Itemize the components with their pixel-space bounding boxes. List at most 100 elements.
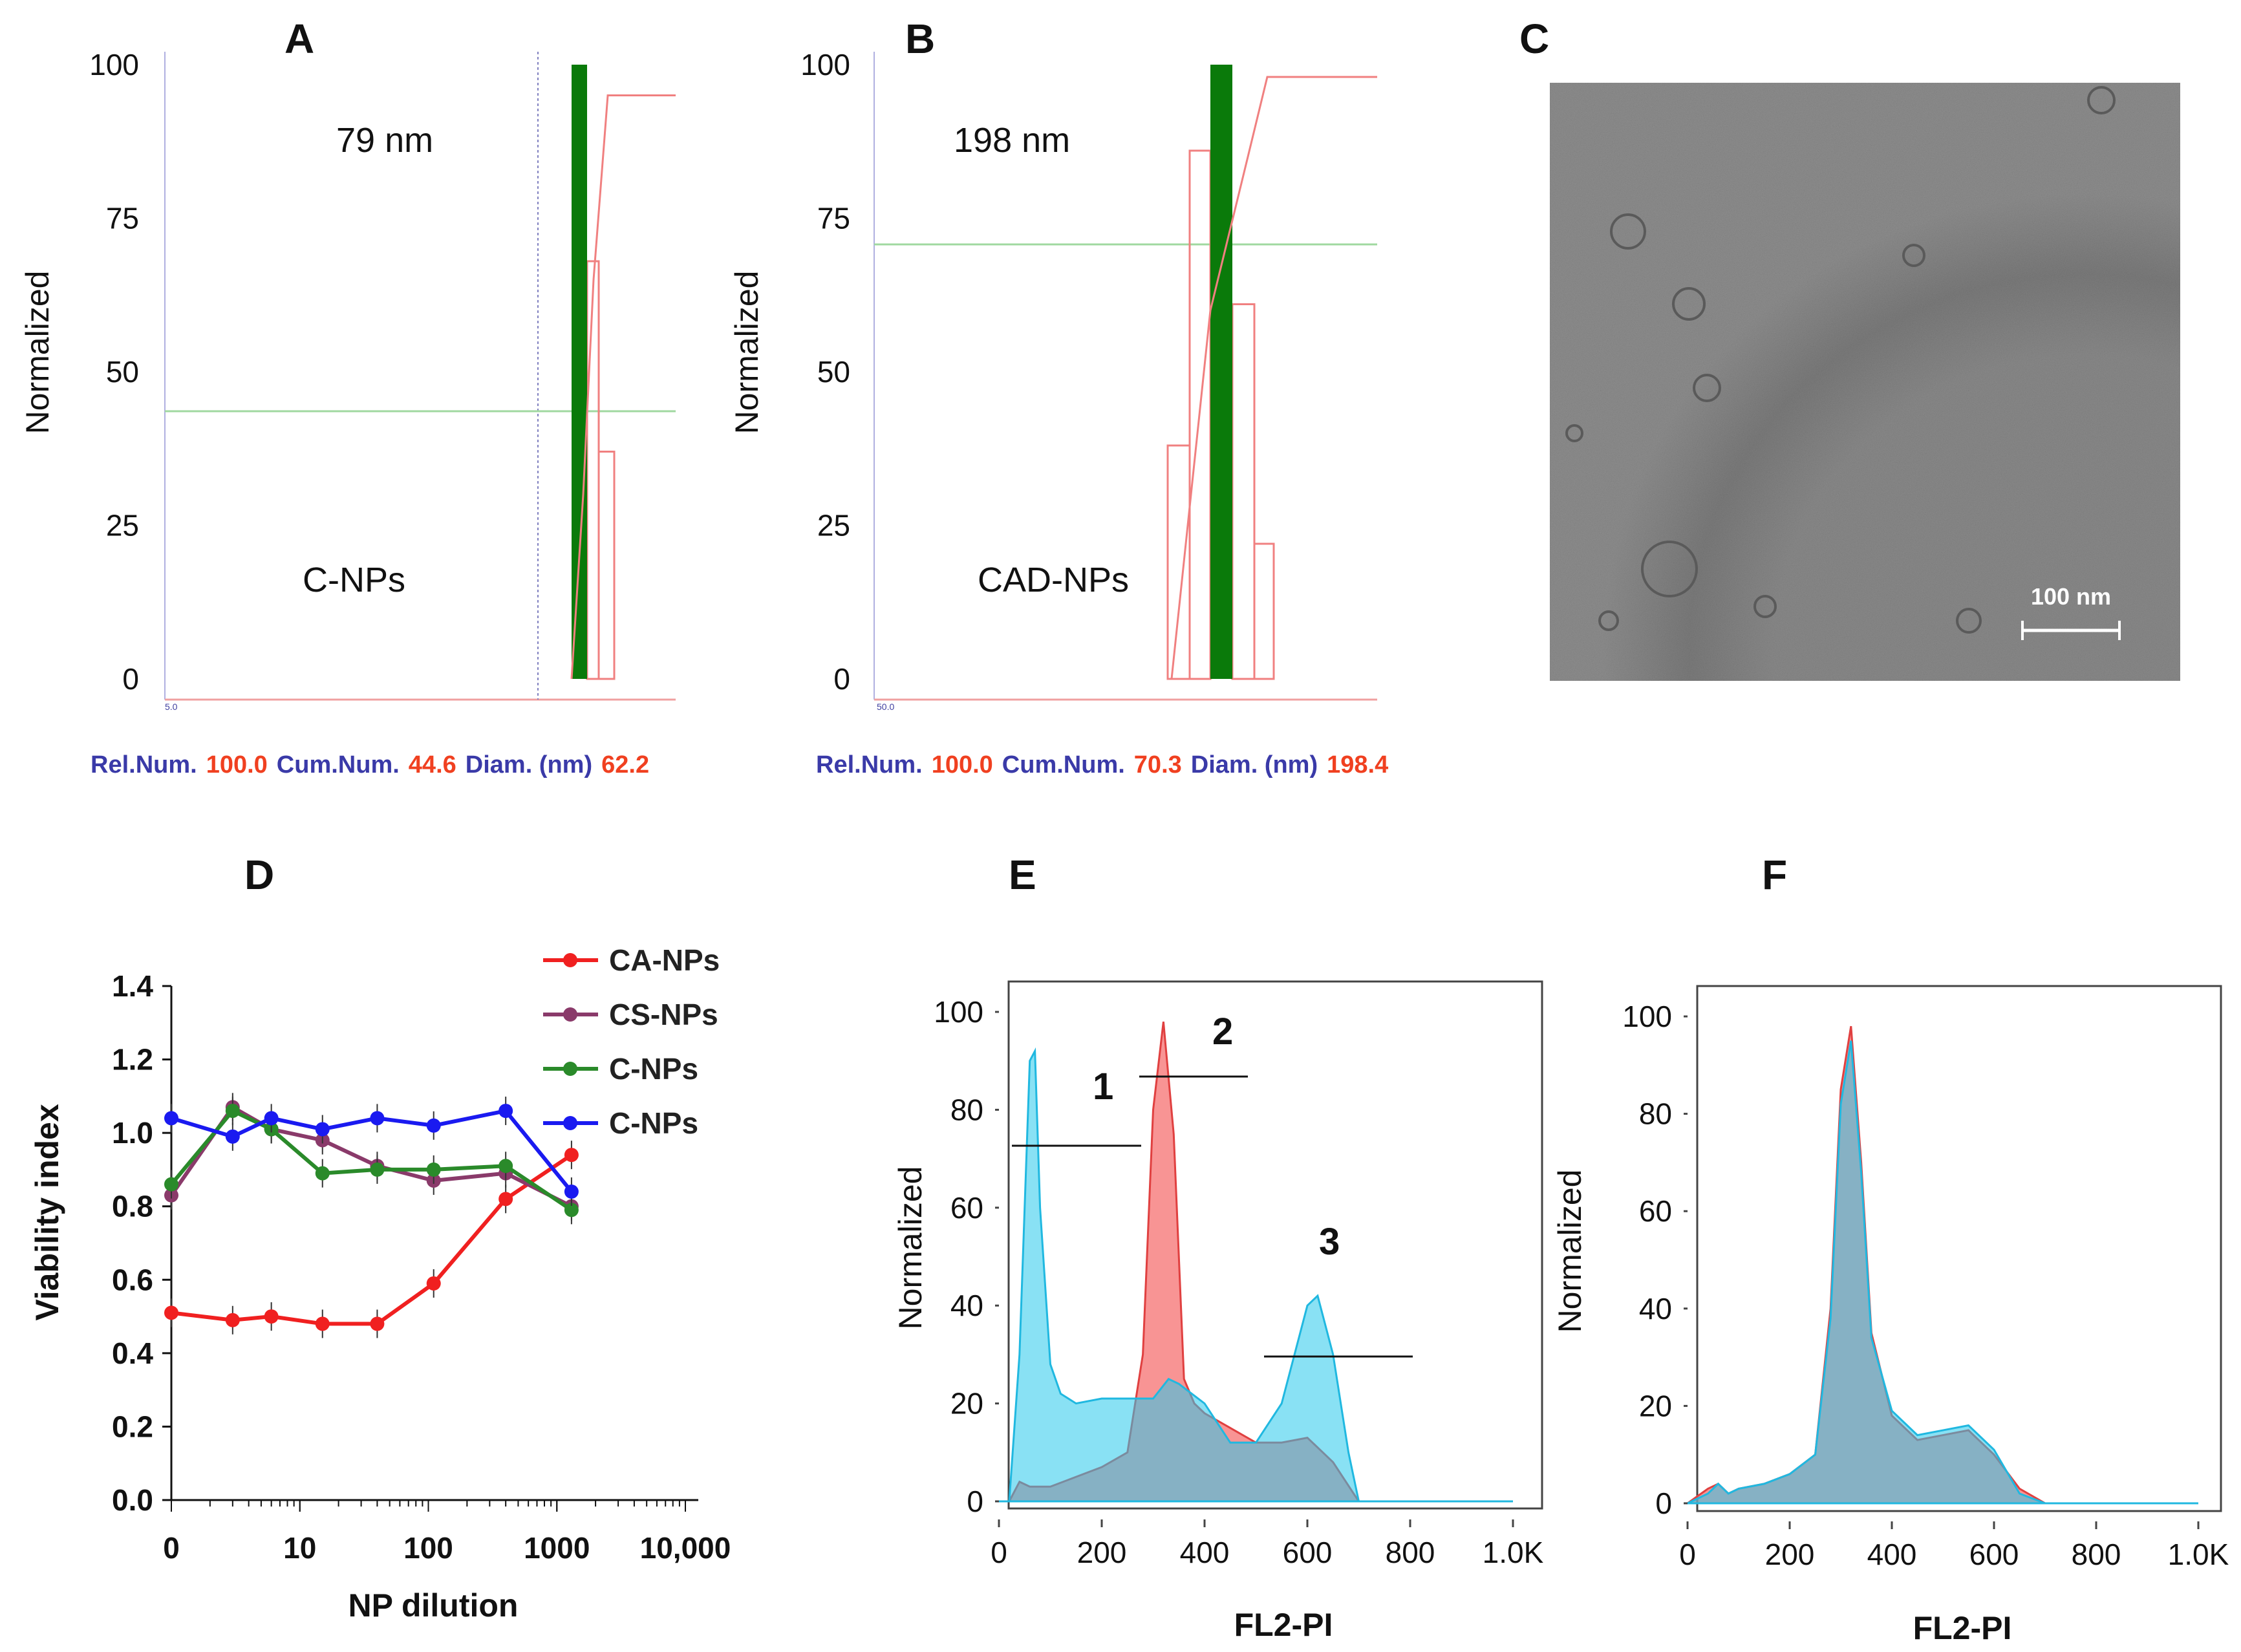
d-point [264, 1111, 279, 1126]
d-series-line-3 [171, 1108, 574, 1193]
a-side-bar [597, 451, 616, 680]
e-xtick-label: 600 [1283, 1536, 1333, 1569]
d-point [264, 1309, 279, 1324]
panel-a-axis-min: 5.0 [165, 702, 178, 712]
d-ytick-label: 0.4 [112, 1336, 153, 1370]
panel-b-cumulative-curve [1170, 76, 1377, 680]
d-ytick-label: 1.0 [112, 1116, 153, 1150]
f-ytick-label: 60 [1639, 1194, 1672, 1228]
b-side-bar [1253, 542, 1275, 680]
d-point [315, 1316, 330, 1331]
panel-b-annotation: 198 nm [954, 121, 1070, 160]
a-side-bar [586, 260, 600, 680]
d-xtick-label: 10 [283, 1531, 316, 1565]
d-point [499, 1104, 513, 1119]
panel-a-cumulative-curve [570, 94, 676, 680]
b-side-bar [1166, 444, 1191, 680]
f-ytick-label: 80 [1639, 1097, 1672, 1131]
d-xtick-label: 1000 [524, 1531, 590, 1565]
panel-d-ylabel: Viability index [29, 1104, 65, 1320]
d-series-line-2 [169, 1108, 573, 1212]
tem-micrograph [1550, 83, 2180, 681]
tem-particles [1565, 86, 2116, 634]
d-point [426, 1118, 441, 1133]
d-xtick-label: 0 [163, 1531, 180, 1565]
b-ytick-75: 75 [817, 202, 850, 235]
e-xtick-label: 200 [1077, 1536, 1127, 1569]
d-legend-label: C-NPs [609, 1106, 698, 1140]
d-ytick-label: 0.8 [112, 1190, 153, 1223]
f-xtick-label: 200 [1765, 1538, 1815, 1571]
a-ytick-100: 100 [89, 48, 139, 81]
d-point [315, 1166, 330, 1181]
panel-f-plot [1684, 1025, 2198, 1505]
e-ytick-label: 60 [950, 1191, 983, 1225]
f-xtick-label: 0 [1679, 1538, 1696, 1571]
f-ytick-label: 20 [1639, 1389, 1672, 1422]
d-point [164, 1177, 178, 1192]
panel-f-ylabel: Normalized [1552, 1170, 1588, 1333]
panel-c: C [1519, 16, 2180, 681]
e-xtick-label: 800 [1386, 1536, 1435, 1569]
d-ytick-label: 1.2 [112, 1043, 153, 1077]
d-series-line-0 [171, 1153, 573, 1326]
d-point [564, 1185, 579, 1199]
scale-bar-label: 100 nm [2031, 583, 2111, 610]
d-point [499, 1159, 513, 1174]
panel-letter-e: E [1009, 852, 1036, 898]
e-ytick-label: 80 [950, 1093, 983, 1126]
d-point [370, 1162, 385, 1177]
panel-a-yticks: 100 75 50 25 0 [89, 48, 139, 696]
e-ytick-label: 100 [934, 995, 983, 1029]
d-ytick-label: 0.2 [112, 1410, 153, 1443]
d-legend-label: C-NPs [609, 1052, 698, 1086]
b-ytick-100: 100 [800, 48, 850, 81]
panel-a-annotation: 79 nm [336, 121, 433, 160]
b-ytick-50: 50 [817, 355, 850, 389]
d-point [564, 1203, 579, 1218]
panel-d-legend: CA-NPs CS-NPs C-NPs C-NPs [543, 943, 720, 1140]
f-xtick-label: 600 [1969, 1538, 2019, 1571]
d-legend-marker [563, 1062, 577, 1076]
f-ytick-label: 0 [1655, 1486, 1672, 1520]
d-point [225, 1313, 240, 1327]
d-point [426, 1276, 441, 1291]
panel-b-sample-label: CAD-NPs [978, 561, 1129, 599]
panel-a-sample-label: C-NPs [303, 561, 405, 599]
a-ytick-75: 75 [106, 202, 139, 235]
e-xtick-label: 0 [991, 1536, 1007, 1569]
d-point [315, 1122, 330, 1137]
e-xtick-label: 400 [1180, 1536, 1230, 1569]
f-hist-cyan [1687, 1040, 2046, 1505]
panel-d-xlabel: NP dilution [348, 1587, 519, 1624]
d-ytick-label: 0.0 [112, 1483, 153, 1517]
panel-letter-a: A [284, 16, 314, 62]
d-point [370, 1111, 385, 1126]
e-ytick-label: 20 [950, 1387, 983, 1421]
panel-f-xlabel: FL2-PI [1913, 1610, 2012, 1646]
gate-label-3: 3 [1319, 1221, 1340, 1263]
d-ytick-label: 1.4 [112, 969, 153, 1003]
d-ytick-label: 0.6 [112, 1263, 153, 1296]
panel-b-ylabel: Normalized [729, 271, 765, 434]
gate-label-1: 1 [1093, 1066, 1113, 1108]
d-point [564, 1148, 579, 1163]
e-ytick-label: 0 [967, 1485, 983, 1518]
b-ytick-25: 25 [817, 509, 850, 542]
b-side-bar [1231, 303, 1256, 680]
e-xtick-label: 1.0K [1483, 1536, 1544, 1569]
panel-b-axis-min: 50.0 [877, 702, 894, 712]
panel-letter-c: C [1519, 16, 1549, 62]
d-point [225, 1104, 240, 1119]
e-hist-cyan [1008, 1047, 1360, 1503]
d-xtick-label: 100 [403, 1531, 453, 1565]
panel-e-xlabel: FL2-PI [1234, 1607, 1333, 1643]
panel-a-ylabel: Normalized [19, 271, 56, 434]
d-xtick-label: 10,000 [640, 1531, 731, 1565]
a-ytick-25: 25 [106, 509, 139, 542]
b-ytick-0: 0 [833, 662, 850, 696]
